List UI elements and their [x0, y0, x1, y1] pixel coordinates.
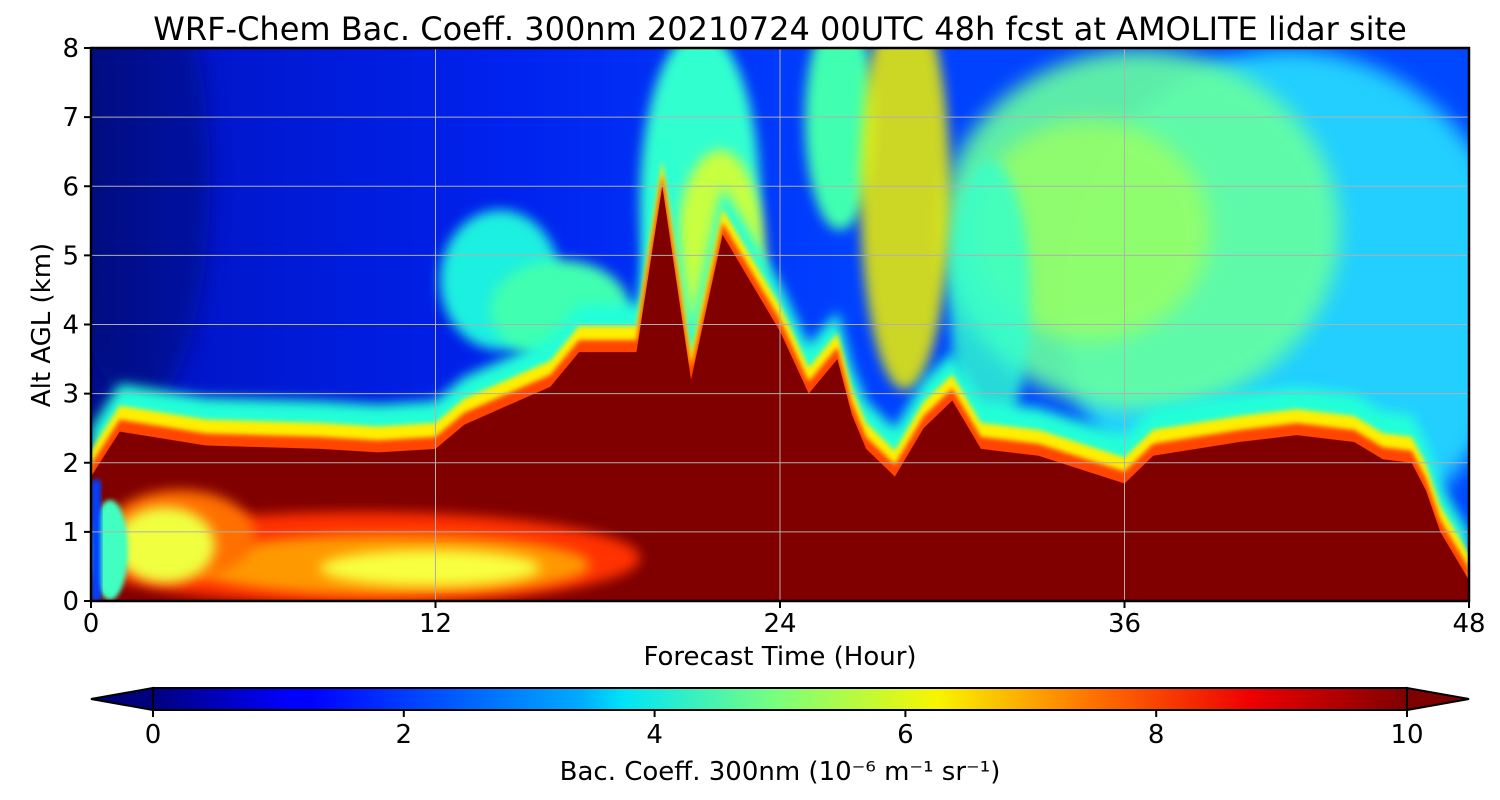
y-tick-label: 8: [62, 34, 79, 64]
colorbar-extend-low: [90, 686, 154, 712]
x-tick-label: 24: [763, 609, 796, 639]
colorbar-tick-label: 10: [1390, 720, 1423, 750]
y-axis-ticks: 0 1 2 3 4 5 6 7 8: [62, 34, 91, 617]
chart-title: WRF-Chem Bac. Coeff. 300nm 20210724 00UT…: [153, 10, 1407, 48]
y-axis-label: Alt AGL (km): [27, 243, 57, 407]
x-axis-ticks: 0 12 24 36 48: [83, 601, 1486, 639]
x-tick-label: 36: [1108, 609, 1141, 639]
x-axis-label: Forecast Time (Hour): [643, 642, 916, 672]
green-plume-24h: [805, 48, 875, 230]
colorbar-tick-label: 2: [396, 720, 413, 750]
y-tick-label: 3: [62, 380, 79, 410]
colorbar-ramp: [152, 687, 1408, 711]
y-tick-label: 2: [62, 449, 79, 479]
colorbar-tick-label: 6: [897, 720, 914, 750]
y-tick-label: 4: [62, 311, 79, 341]
y-tick-label: 7: [62, 103, 79, 133]
heatmap-field: [91, 48, 1469, 601]
edge-blue-strip: [91, 480, 101, 601]
x-tick-label: 12: [419, 609, 452, 639]
y-tick-label: 5: [62, 241, 79, 271]
yellow-pocket-left: [115, 507, 215, 583]
colorbar: 0 2 4 6 8 10 Bac. Coeff. 300nm (10⁻⁶ m⁻¹ sr⁻¹…: [90, 686, 1470, 787]
colorbar-extend-high: [1406, 686, 1470, 712]
colorbar-label: Bac. Coeff. 300nm (10⁻⁶ m⁻¹ sr⁻¹): [560, 757, 1001, 787]
green-core-right: [970, 120, 1210, 340]
x-tick-label: 0: [83, 609, 100, 639]
y-tick-label: 1: [62, 518, 79, 548]
x-tick-label: 48: [1452, 609, 1485, 639]
colorbar-tick-label: 8: [1148, 720, 1165, 750]
colorbar-ticks: 0 2 4 6 8 10: [145, 710, 1424, 750]
cyan-column-30h: [950, 160, 1030, 440]
yellow-column-27h: [860, 48, 950, 390]
colorbar-tick-label: 0: [145, 720, 162, 750]
colorbar-tick-label: 4: [646, 720, 663, 750]
yellow-pocket-lower: [320, 550, 540, 586]
dark-blue-region: [91, 48, 210, 410]
y-tick-label: 6: [62, 172, 79, 202]
y-tick-label: 0: [62, 587, 79, 617]
